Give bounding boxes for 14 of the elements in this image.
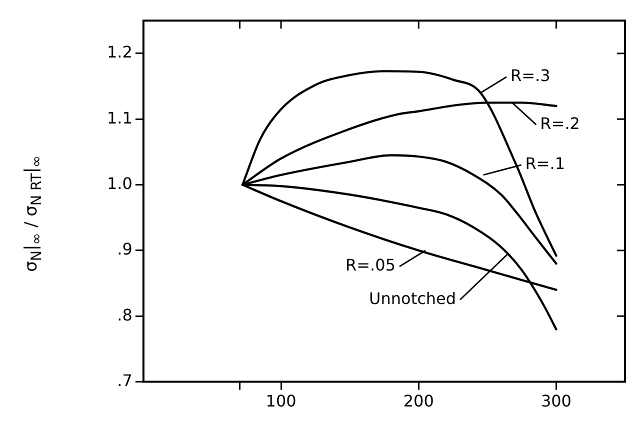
x-tick-label: 100 (266, 392, 296, 411)
y-tick-label: 1.1 (106, 108, 132, 128)
y-tick-label: 1.0 (106, 174, 132, 193)
x-tick-label: 200 (403, 392, 434, 411)
annotation: R=.1 (525, 154, 566, 174)
annotation: R=.2 (540, 114, 580, 133)
y-tick-label: .9 (117, 240, 132, 259)
annotation: Unnotched (369, 288, 456, 308)
y-tick-label: .7 (117, 370, 132, 390)
y-tick-label: 1.2 (106, 42, 132, 62)
y-tick-label: .8 (117, 305, 132, 324)
annotation: R=.05 (346, 256, 396, 275)
x-tick-label: 300 (540, 392, 572, 411)
annotation: R=.3 (510, 66, 550, 85)
